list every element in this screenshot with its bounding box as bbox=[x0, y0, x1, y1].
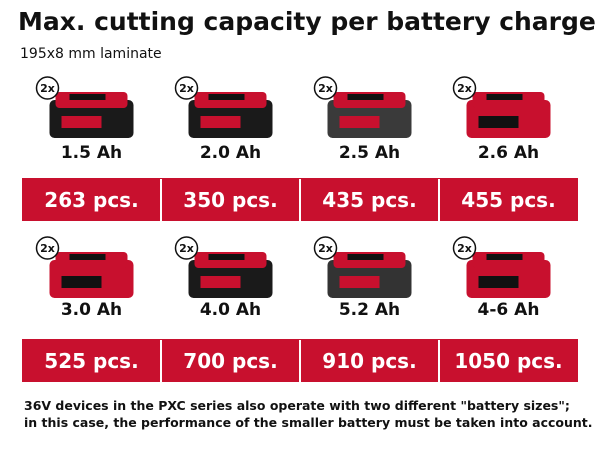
capacity: 5.2 Ah bbox=[339, 300, 400, 320]
footnote: 36V devices in the PXC series also opera… bbox=[24, 398, 570, 413]
multiplier-badge bbox=[452, 236, 477, 260]
battery-label bbox=[200, 276, 241, 288]
count: 455 pcs. bbox=[461, 188, 555, 212]
battery-slot bbox=[347, 94, 384, 100]
capacity: 4.0 Ah bbox=[200, 300, 261, 320]
battery-label bbox=[478, 276, 519, 288]
battery-slot bbox=[486, 94, 523, 100]
multiplier: 2x bbox=[457, 242, 472, 255]
capacity: 1.5 Ah bbox=[61, 143, 122, 163]
multiplier-badge bbox=[174, 76, 199, 100]
battery-slot bbox=[486, 254, 523, 260]
multiplier: 2x bbox=[457, 82, 472, 95]
battery-label bbox=[478, 116, 519, 128]
multiplier-badge bbox=[174, 236, 199, 260]
battery-label bbox=[339, 276, 380, 288]
count: 263 pcs. bbox=[44, 188, 138, 212]
battery-icon bbox=[452, 76, 551, 138]
battery-icon bbox=[452, 236, 551, 298]
battery-slot bbox=[69, 254, 106, 260]
count: 525 pcs. bbox=[44, 349, 138, 373]
battery-slot bbox=[69, 94, 106, 100]
multiplier: 2x bbox=[318, 242, 333, 255]
battery-slot bbox=[208, 254, 245, 260]
battery-icon bbox=[35, 76, 134, 138]
title: Max. cutting capacity per battery charge bbox=[18, 7, 596, 36]
battery-icon bbox=[313, 236, 412, 298]
capacity: 2.0 Ah bbox=[200, 143, 261, 163]
multiplier: 2x bbox=[179, 82, 194, 95]
multiplier: 2x bbox=[40, 82, 55, 95]
battery-icon bbox=[35, 236, 134, 298]
count: 435 pcs. bbox=[322, 188, 416, 212]
battery-label bbox=[339, 116, 380, 128]
count: 350 pcs. bbox=[183, 188, 277, 212]
battery-label bbox=[200, 116, 241, 128]
battery-slot bbox=[347, 254, 384, 260]
multiplier-badge bbox=[313, 76, 338, 100]
capacity: 2.6 Ah bbox=[478, 143, 539, 163]
capacity: 3.0 Ah bbox=[61, 300, 122, 320]
count: 910 pcs. bbox=[322, 349, 416, 373]
battery-icon bbox=[174, 236, 273, 298]
battery-icon bbox=[313, 76, 412, 138]
footnote: in this case, the performance of the sma… bbox=[24, 415, 593, 430]
battery-icon bbox=[174, 76, 273, 138]
count: 1050 pcs. bbox=[454, 349, 562, 373]
multiplier-badge bbox=[313, 236, 338, 260]
battery-slot bbox=[208, 94, 245, 100]
multiplier-badge bbox=[35, 236, 60, 260]
subtitle: 195x8 mm laminate bbox=[20, 46, 162, 62]
multiplier-badge bbox=[452, 76, 477, 100]
count: 700 pcs. bbox=[183, 349, 277, 373]
battery-label bbox=[61, 276, 102, 288]
multiplier-badge bbox=[35, 76, 60, 100]
capacity: 2.5 Ah bbox=[339, 143, 400, 163]
battery-label bbox=[61, 116, 102, 128]
multiplier: 2x bbox=[179, 242, 194, 255]
multiplier: 2x bbox=[318, 82, 333, 95]
multiplier: 2x bbox=[40, 242, 55, 255]
capacity: 4-6 Ah bbox=[478, 300, 540, 320]
